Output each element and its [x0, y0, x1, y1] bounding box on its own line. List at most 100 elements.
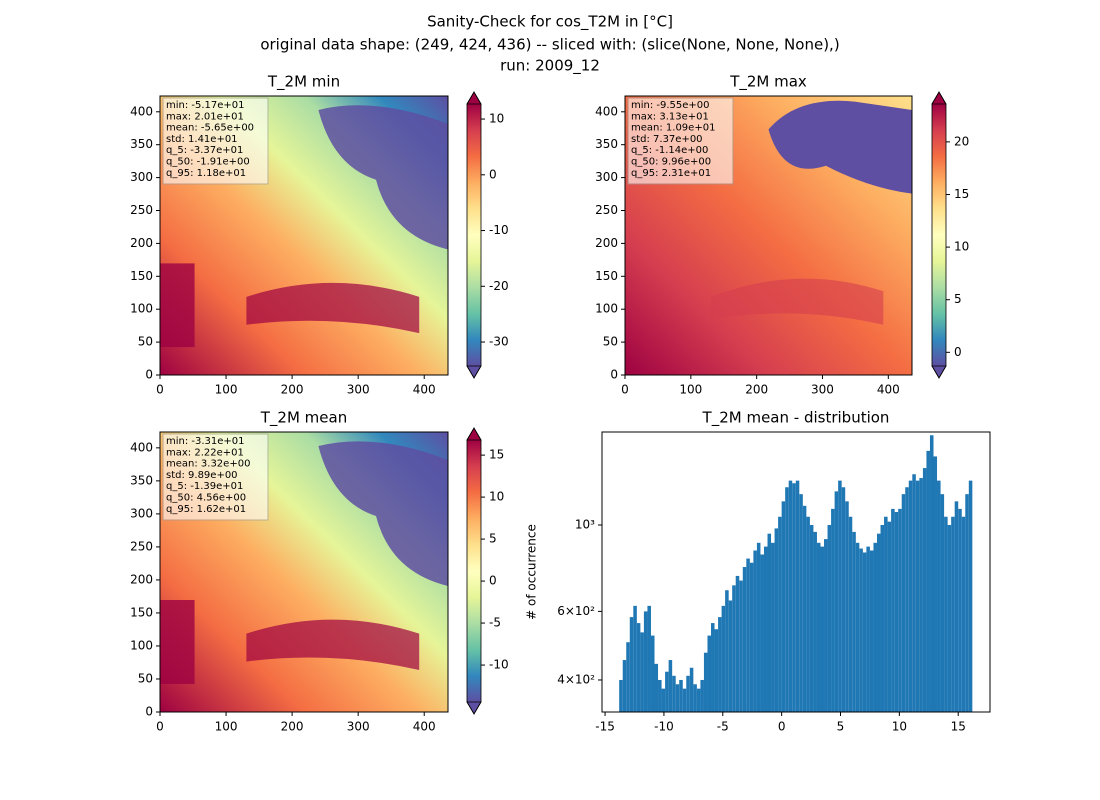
- map-sea: [246, 619, 420, 670]
- bar: [767, 533, 772, 712]
- bar: [866, 546, 870, 712]
- colorbar-extend: [466, 701, 482, 715]
- bar: [792, 483, 796, 712]
- bar: [862, 552, 867, 712]
- stats-text: mean: 1.09e+01: [631, 123, 715, 134]
- stats-text: q_95: 1.62e+01: [166, 504, 246, 515]
- bar: [742, 567, 747, 712]
- bar: [912, 474, 916, 712]
- bar: [908, 480, 913, 712]
- bar: [728, 600, 733, 712]
- map-west-sea: [160, 263, 195, 348]
- bar: [732, 585, 736, 712]
- stats-text: q_5: -1.14e+00: [631, 145, 708, 156]
- y-tick-label: 200: [595, 236, 618, 250]
- axes-title: T_2M max: [729, 73, 807, 92]
- bar: [640, 632, 644, 712]
- x-tick-label: 0: [156, 383, 164, 397]
- colorbar-tick-label: 5: [489, 532, 497, 546]
- stats-text: q_5: -1.39e+01: [166, 481, 243, 492]
- bar: [816, 542, 821, 712]
- y-tick-label: 50: [138, 335, 153, 349]
- bar: [696, 688, 701, 712]
- colorbar-tick-label: -20: [489, 279, 509, 293]
- bar: [944, 516, 948, 712]
- bar: [643, 611, 648, 712]
- stats-box: [627, 97, 734, 185]
- x-tick-label: 300: [347, 383, 370, 397]
- y-tick-label: 4×10²: [557, 672, 595, 686]
- bar: [827, 524, 832, 712]
- x-tick-label: 300: [811, 383, 834, 397]
- bar: [629, 617, 634, 712]
- bar: [859, 548, 863, 712]
- colorbar: [467, 440, 481, 702]
- bar: [626, 642, 630, 712]
- axes-title: T_2M min: [267, 73, 340, 92]
- x-tick-label: 0: [778, 720, 786, 734]
- bar: [703, 652, 708, 712]
- bar: [838, 480, 842, 712]
- colorbar-tick-label: 0: [489, 167, 497, 181]
- y-tick-label: 100: [595, 302, 618, 316]
- bar: [771, 542, 775, 712]
- bar: [785, 487, 789, 712]
- colorbar-tick-label: -5: [489, 616, 501, 630]
- bar: [647, 605, 651, 712]
- bar: [679, 679, 683, 712]
- y-tick-label: 250: [595, 203, 618, 217]
- colorbar-tick-label: 0: [489, 574, 497, 588]
- stats-text: q_95: 1.18e+01: [166, 168, 246, 179]
- bar: [661, 688, 666, 712]
- x-tick-label: 100: [215, 383, 238, 397]
- bar: [855, 542, 860, 712]
- colorbar: [932, 104, 946, 366]
- y-tick-label: 0: [610, 368, 618, 382]
- bar: [721, 605, 726, 712]
- bar: [873, 542, 877, 712]
- bar: [799, 494, 803, 712]
- x-tick-label: 400: [413, 720, 436, 734]
- bar: [901, 494, 906, 712]
- bar: [880, 524, 885, 712]
- stats-text: min: -3.31e+01: [166, 436, 245, 447]
- colorbar-tick-label: -30: [489, 335, 509, 349]
- axes-title: T_2M mean: [260, 409, 347, 428]
- bar: [700, 679, 704, 712]
- bar: [760, 554, 764, 712]
- y-tick-label: 150: [130, 269, 153, 283]
- bar: [763, 546, 768, 712]
- stats-text: max: 2.01e+01: [166, 111, 244, 122]
- y-tick-label: 400: [595, 104, 618, 118]
- bar: [831, 508, 835, 712]
- y-tick-label: 400: [130, 104, 153, 118]
- map-sea: [246, 282, 420, 334]
- bar: [633, 605, 637, 712]
- map-west-sea: [160, 600, 195, 684]
- bar: [848, 516, 853, 712]
- y-tick-label: 0: [145, 368, 153, 382]
- colorbar-tick-label: 10: [489, 112, 504, 126]
- colorbar-extend: [466, 91, 482, 105]
- bar: [891, 508, 895, 712]
- bar: [756, 542, 761, 712]
- bar: [845, 501, 849, 712]
- bar: [658, 679, 662, 712]
- y-tick-label: 150: [595, 269, 618, 283]
- bar: [622, 660, 627, 712]
- suptitle: Sanity-Check for cos_T2M in [°C]: [427, 13, 673, 32]
- colorbar-tick-label: 5: [954, 292, 962, 306]
- bar: [898, 508, 902, 712]
- bar: [753, 550, 757, 712]
- stats-text: max: 3.13e+01: [631, 111, 709, 122]
- colorbar-frame: [466, 427, 482, 715]
- colorbar-tick-label: 15: [489, 448, 504, 462]
- bar: [778, 516, 782, 712]
- bar: [951, 516, 955, 712]
- y-tick-label: 6×10²: [557, 604, 595, 618]
- x-tick-label: 0: [156, 720, 164, 734]
- y-tick-label: 200: [130, 572, 153, 586]
- stats-text: q_50: -1.91e+00: [166, 157, 250, 168]
- suptitle: original data shape: (249, 424, 436) -- …: [260, 36, 839, 54]
